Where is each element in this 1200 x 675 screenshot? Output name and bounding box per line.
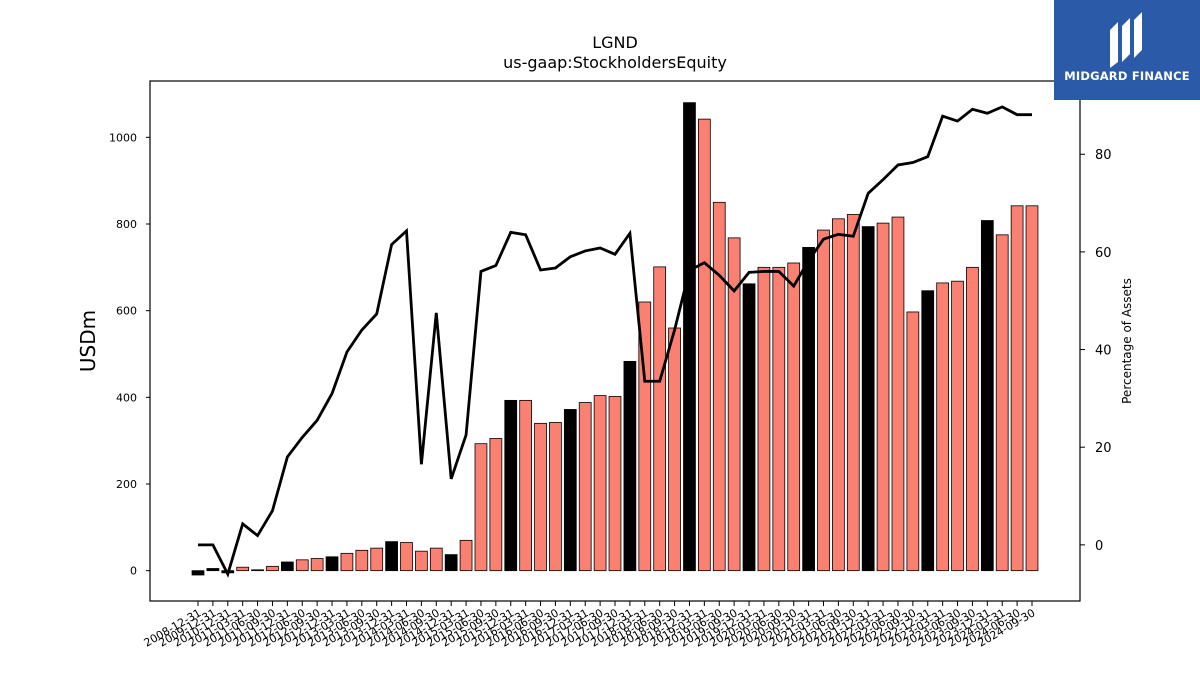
bar xyxy=(251,569,264,572)
bar xyxy=(906,311,920,572)
y-tick-label: 800 xyxy=(116,218,137,231)
bar xyxy=(444,554,458,572)
bar xyxy=(593,395,607,572)
bar xyxy=(638,301,652,572)
bar xyxy=(787,262,801,572)
y-tick-label: 1000 xyxy=(109,131,137,144)
bar xyxy=(236,566,250,572)
bar xyxy=(772,266,786,572)
bar xyxy=(504,399,518,572)
bar xyxy=(623,360,637,572)
y-tick-label: 400 xyxy=(116,391,137,404)
bar xyxy=(355,549,369,572)
y-tick-label: 200 xyxy=(116,478,137,491)
bar xyxy=(459,539,473,572)
bar xyxy=(370,547,384,572)
bar xyxy=(429,547,443,572)
bar xyxy=(608,396,622,572)
y2-tick-label: 40 xyxy=(1095,344,1112,359)
chart-subtitle: us-gaap:StockholdersEquity xyxy=(503,53,727,72)
brand-logo: MIDGARD FINANCE xyxy=(1054,0,1200,100)
y-tick-label: 600 xyxy=(116,305,137,318)
bar xyxy=(385,541,398,572)
bar xyxy=(921,290,935,572)
y2-tick-label: 0 xyxy=(1095,539,1103,554)
bar xyxy=(846,214,860,572)
bar xyxy=(310,558,324,572)
bar xyxy=(280,561,294,572)
logo-text: MIDGARD FINANCE xyxy=(1064,69,1190,83)
y2-tick-label: 20 xyxy=(1095,441,1112,456)
bar xyxy=(578,402,592,572)
bar xyxy=(653,266,667,572)
bar xyxy=(415,550,428,572)
bar xyxy=(727,237,741,572)
y2-axis-label: Percentage of Assets xyxy=(1120,278,1134,404)
bar xyxy=(861,226,875,572)
bar xyxy=(489,438,503,572)
bar xyxy=(698,118,711,572)
bar xyxy=(951,280,964,572)
midgard-logo-icon xyxy=(1110,12,1142,68)
bar xyxy=(549,422,562,572)
bar xyxy=(325,556,339,572)
bar xyxy=(295,559,309,572)
bar xyxy=(400,542,413,572)
bar xyxy=(876,222,890,572)
bar xyxy=(742,283,756,572)
bar xyxy=(340,552,354,572)
bar xyxy=(980,220,994,572)
y2-tick-label: 80 xyxy=(1095,148,1112,163)
bar xyxy=(936,282,950,572)
bar xyxy=(534,422,547,572)
percentage-line xyxy=(198,105,1032,578)
bar xyxy=(563,409,577,572)
bar xyxy=(966,266,979,572)
y-tick-label: 0 xyxy=(130,565,137,578)
bar xyxy=(266,565,279,572)
bar xyxy=(668,327,681,572)
y2-tick-label: 60 xyxy=(1095,246,1112,261)
bar xyxy=(519,399,533,572)
y-axis-label: USDm xyxy=(76,310,100,372)
bar xyxy=(757,266,771,572)
bar xyxy=(474,443,488,572)
bar xyxy=(802,246,815,572)
bar xyxy=(191,570,205,576)
bar xyxy=(712,201,726,572)
bar xyxy=(891,216,905,572)
chart-title: LGND xyxy=(592,33,638,52)
bar xyxy=(1010,205,1024,572)
bar xyxy=(1025,205,1039,572)
bar xyxy=(995,234,1009,572)
bar xyxy=(832,218,845,572)
bar xyxy=(683,102,696,572)
bar xyxy=(817,229,830,572)
bar xyxy=(206,568,220,572)
